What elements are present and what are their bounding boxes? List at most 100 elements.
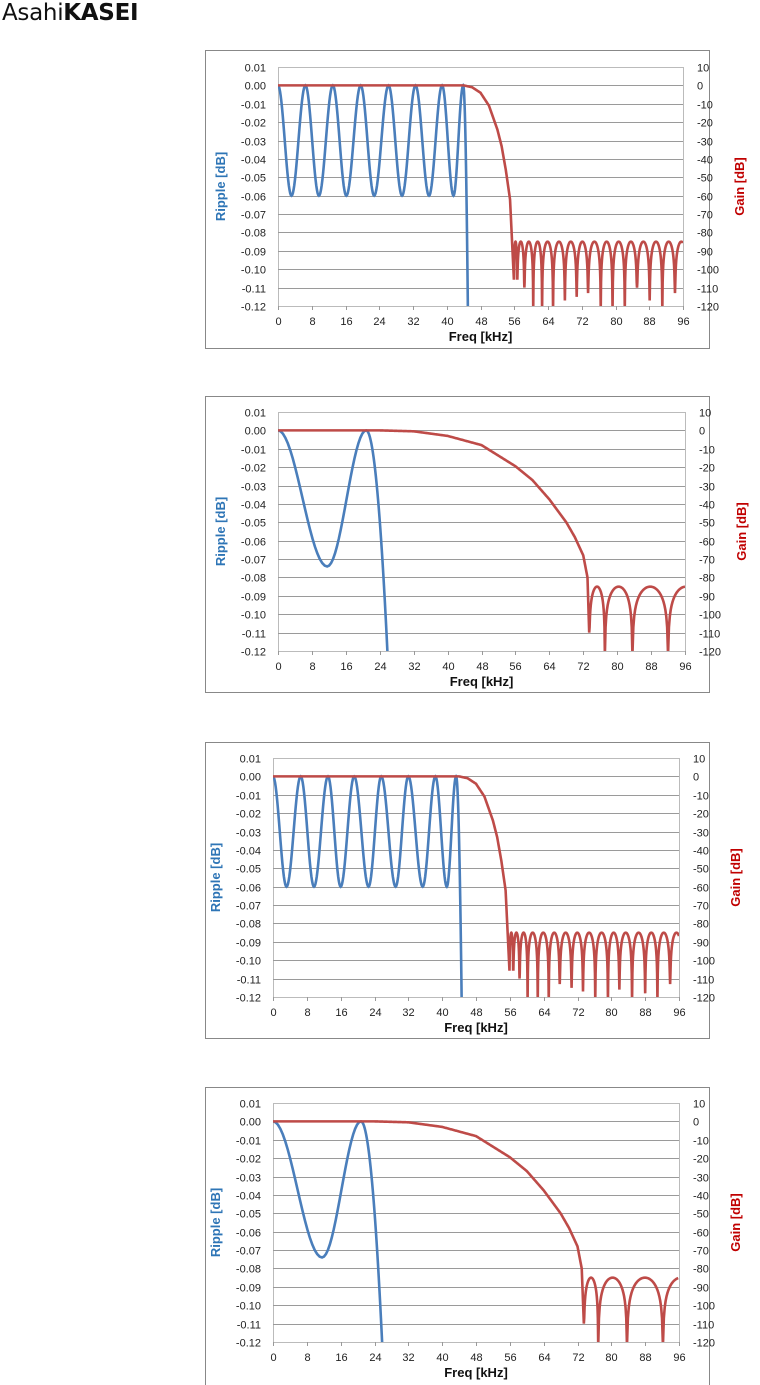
x-tick-label: 24 (369, 1352, 381, 1364)
left-tick-label: -0.03 (241, 482, 266, 494)
right-axis-title: Gain [dB] (728, 848, 743, 907)
right-tick-label: -70 (693, 901, 709, 913)
x-tick-label: 8 (304, 1007, 310, 1019)
left-tick-label: -0.04 (236, 1191, 261, 1203)
right-tick-label: 0 (697, 81, 703, 93)
left-tick-label: -0.12 (241, 302, 266, 314)
right-tick-label: -80 (693, 919, 709, 931)
right-tick-label: -110 (693, 1320, 714, 1332)
x-tick-label: 32 (402, 1352, 414, 1364)
chart-4: 0.01 10 0.00 0 -0.01 -10 -0.02 -20 -0.03 -30 -0.04… (205, 1087, 743, 1385)
left-tick-label: -0.06 (236, 1228, 261, 1240)
left-tick-label: -0.03 (236, 828, 261, 840)
left-tick-label: -0.10 (236, 1301, 261, 1313)
x-tick-label: 48 (470, 1352, 482, 1364)
left-tick-label: -0.09 (241, 247, 266, 259)
right-tick-label: -60 (693, 1228, 709, 1240)
x-tick-label: 48 (476, 661, 488, 673)
chart-1: 0.01 10 0.00 0 -0.01 -10 -0.02 -20 -0.03 -30 -0.04… (205, 50, 747, 349)
x-tick-label: 32 (407, 316, 419, 328)
left-tick-label: -0.10 (241, 610, 266, 622)
right-tick-label: -40 (697, 155, 713, 167)
left-tick-label: -0.05 (241, 173, 266, 185)
x-tick-label: 8 (309, 316, 315, 328)
left-tick-label: -0.04 (241, 500, 266, 512)
right-tick-label: -50 (693, 1209, 709, 1221)
x-tick-label: 24 (369, 1007, 381, 1019)
left-tick-label: -0.02 (236, 1154, 261, 1166)
left-tick-label: -0.07 (241, 210, 266, 222)
x-tick-label: 88 (645, 661, 657, 673)
left-tick-label: -0.12 (241, 647, 266, 659)
left-tick-label: -0.03 (241, 137, 266, 149)
x-tick-label: 24 (373, 316, 385, 328)
left-tick-label: -0.02 (236, 809, 261, 821)
left-tick-label: -0.05 (236, 1209, 261, 1221)
right-tick-label: -120 (693, 993, 715, 1005)
left-tick-label: -0.08 (241, 573, 266, 585)
right-tick-label: -110 (697, 284, 718, 296)
right-tick-label: -80 (699, 573, 715, 585)
x-tick-label: 88 (639, 1352, 651, 1364)
x-tick-label: 8 (309, 661, 315, 673)
right-tick-label: -50 (693, 864, 709, 876)
x-tick-label: 32 (402, 1007, 414, 1019)
right-tick-label: 10 (699, 408, 711, 420)
left-tick-label: 0.00 (240, 1117, 261, 1129)
x-tick-label: 24 (374, 661, 386, 673)
x-tick-label: 56 (504, 1007, 516, 1019)
right-tick-label: -110 (699, 629, 720, 641)
left-tick-label: -0.12 (236, 1338, 261, 1350)
chart-2: 0.01 10 0.00 0 -0.01 -10 -0.02 -20 -0.03 -30 -0.04… (205, 396, 749, 693)
right-tick-label: -70 (697, 210, 713, 222)
x-tick-label: 88 (643, 316, 655, 328)
left-tick-label: -0.11 (242, 284, 266, 296)
right-tick-label: -60 (697, 192, 713, 204)
right-tick-label: -110 (693, 975, 714, 987)
x-tick-label: 56 (504, 1352, 516, 1364)
left-tick-label: -0.01 (241, 100, 266, 112)
x-tick-label: 56 (508, 316, 520, 328)
x-tick-label: 16 (340, 661, 352, 673)
left-tick-label: -0.09 (241, 592, 266, 604)
right-tick-label: -20 (697, 118, 713, 130)
right-tick-label: -10 (697, 100, 713, 112)
x-tick-label: 72 (572, 1007, 584, 1019)
left-axis-title: Ripple [dB] (213, 152, 228, 221)
ripple-series-line (278, 83, 470, 306)
right-tick-label: -120 (697, 302, 719, 314)
x-tick-label: 0 (275, 316, 281, 328)
right-tick-label: -70 (693, 1246, 709, 1258)
x-tick-label: 48 (470, 1007, 482, 1019)
left-tick-label: -0.11 (237, 1320, 261, 1332)
x-axis-title: Freq [kHz] (449, 329, 513, 344)
x-tick-label: 80 (605, 1007, 617, 1019)
right-axis-title: Gain [dB] (728, 1193, 743, 1252)
left-tick-label: 0.01 (240, 754, 261, 766)
gain-series-line (278, 429, 685, 651)
left-tick-label: 0.01 (240, 1099, 261, 1111)
right-tick-label: 0 (693, 1117, 699, 1129)
gain-series-line (278, 84, 683, 306)
x-tick-label: 64 (538, 1352, 550, 1364)
gain-series-line (273, 1120, 679, 1342)
x-tick-label: 96 (679, 661, 691, 673)
right-tick-label: -30 (693, 1173, 709, 1185)
left-axis-title: Ripple [dB] (208, 1188, 223, 1257)
ripple-series-line (278, 428, 389, 651)
left-tick-label: -0.01 (236, 1136, 261, 1148)
right-tick-label: -10 (693, 1136, 709, 1148)
right-tick-label: -40 (699, 500, 715, 512)
x-tick-label: 88 (639, 1007, 651, 1019)
x-tick-label: 96 (673, 1352, 685, 1364)
x-tick-label: 72 (577, 661, 589, 673)
left-tick-label: -0.10 (236, 956, 261, 968)
left-tick-label: -0.02 (241, 463, 266, 475)
x-tick-label: 40 (436, 1352, 448, 1364)
right-tick-label: -120 (699, 647, 721, 659)
right-tick-label: -10 (699, 445, 715, 457)
right-tick-label: -40 (693, 846, 709, 858)
right-tick-label: -10 (693, 791, 709, 803)
x-tick-label: 72 (572, 1352, 584, 1364)
